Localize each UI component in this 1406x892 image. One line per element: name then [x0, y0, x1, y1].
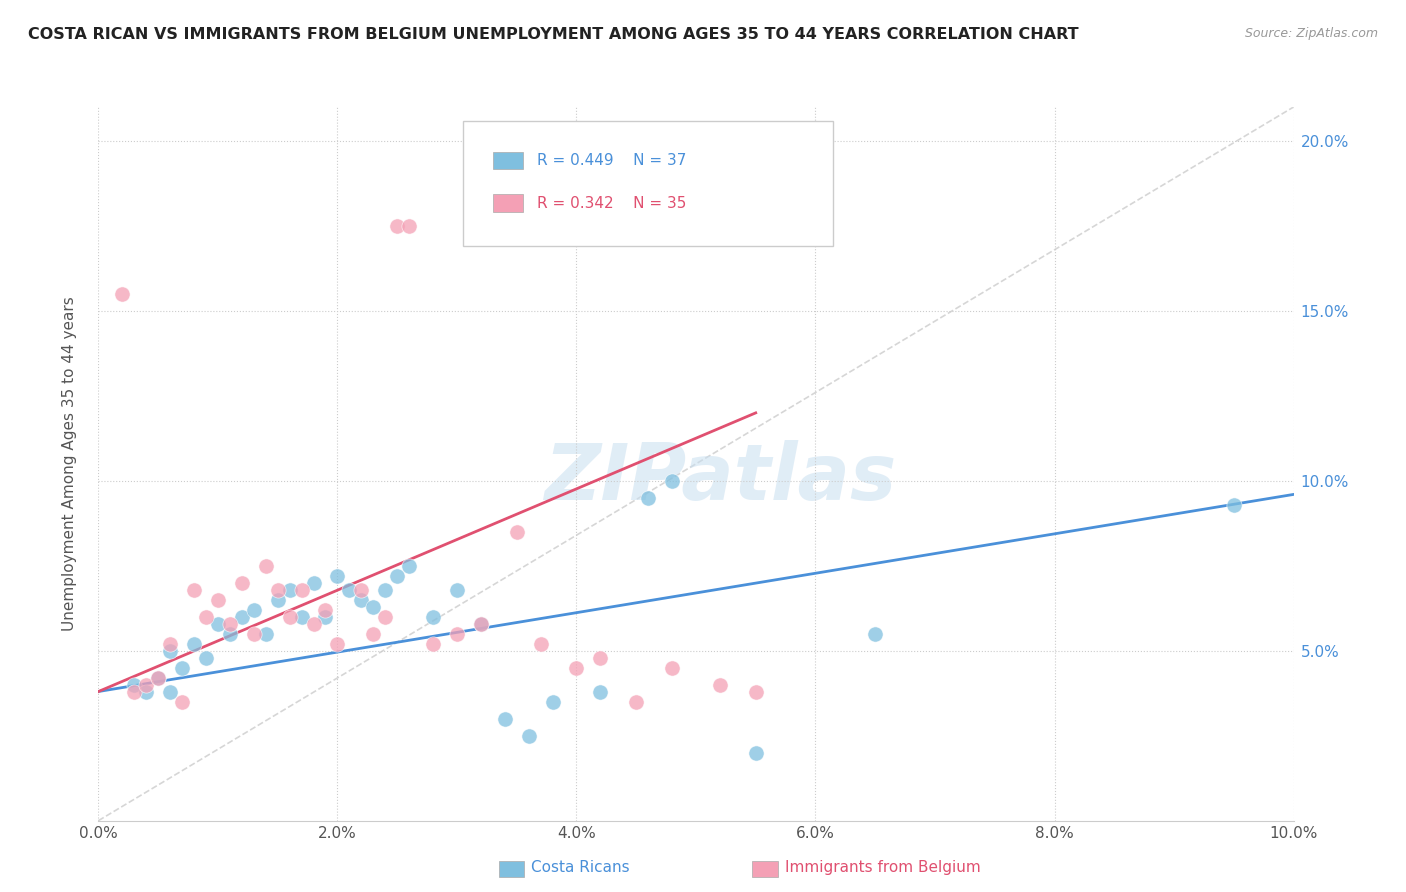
FancyBboxPatch shape: [494, 194, 523, 212]
Point: [124, 678, 146, 692]
Point: [243, 603, 266, 617]
Point: [243, 626, 266, 640]
Point: [422, 609, 444, 624]
Point: [385, 569, 409, 583]
Point: [745, 746, 768, 760]
Point: [398, 558, 420, 573]
Point: [565, 661, 588, 675]
Text: Source: ZipAtlas.com: Source: ZipAtlas.com: [1244, 27, 1378, 40]
Point: [326, 637, 349, 651]
Point: [374, 609, 396, 624]
Point: [363, 626, 385, 640]
Point: [661, 661, 683, 675]
Point: [350, 582, 373, 597]
Point: [148, 671, 170, 685]
Point: [398, 219, 420, 233]
Point: [865, 626, 887, 640]
Point: [159, 644, 181, 658]
Text: Immigrants from Belgium: Immigrants from Belgium: [785, 861, 980, 875]
Point: [517, 729, 540, 743]
Point: [111, 287, 134, 301]
Point: [1223, 498, 1246, 512]
Point: [422, 637, 444, 651]
Text: COSTA RICAN VS IMMIGRANTS FROM BELGIUM UNEMPLOYMENT AMONG AGES 35 TO 44 YEARS CO: COSTA RICAN VS IMMIGRANTS FROM BELGIUM U…: [28, 27, 1078, 42]
Text: R = 0.342    N = 35: R = 0.342 N = 35: [537, 196, 686, 211]
Point: [709, 678, 731, 692]
Point: [195, 609, 218, 624]
Point: [506, 524, 529, 539]
Point: [159, 684, 181, 698]
Point: [291, 609, 314, 624]
Point: [231, 575, 253, 590]
Point: [326, 569, 349, 583]
Point: [219, 626, 242, 640]
Text: ZIPatlas: ZIPatlas: [544, 440, 896, 516]
Point: [207, 616, 229, 631]
Point: [374, 582, 396, 597]
Point: [446, 582, 468, 597]
Point: [159, 637, 181, 651]
Point: [626, 695, 648, 709]
Point: [148, 671, 170, 685]
Point: [231, 609, 253, 624]
FancyBboxPatch shape: [463, 121, 834, 246]
Text: R = 0.449    N = 37: R = 0.449 N = 37: [537, 153, 686, 168]
FancyBboxPatch shape: [494, 152, 523, 169]
Point: [350, 592, 373, 607]
Point: [172, 695, 194, 709]
Point: [219, 616, 242, 631]
Text: Costa Ricans: Costa Ricans: [531, 861, 630, 875]
Point: [470, 616, 492, 631]
Point: [637, 491, 659, 505]
Point: [494, 712, 516, 726]
Point: [529, 637, 551, 651]
Point: [124, 684, 146, 698]
Point: [385, 219, 409, 233]
Point: [195, 650, 218, 665]
Point: [302, 616, 325, 631]
Point: [745, 684, 768, 698]
Point: [183, 637, 205, 651]
Point: [589, 684, 612, 698]
Point: [446, 626, 468, 640]
Point: [267, 592, 290, 607]
Point: [291, 582, 314, 597]
Point: [135, 678, 157, 692]
Point: [172, 661, 194, 675]
Point: [339, 582, 360, 597]
Y-axis label: Unemployment Among Ages 35 to 44 years: Unemployment Among Ages 35 to 44 years: [62, 296, 77, 632]
Point: [302, 575, 325, 590]
Point: [278, 582, 301, 597]
Point: [315, 609, 337, 624]
Point: [183, 582, 205, 597]
Point: [661, 474, 683, 488]
Point: [315, 603, 337, 617]
Point: [135, 684, 157, 698]
Point: [470, 616, 492, 631]
Point: [541, 695, 564, 709]
Point: [254, 558, 277, 573]
Point: [254, 626, 277, 640]
Point: [207, 592, 229, 607]
Point: [278, 609, 301, 624]
Point: [267, 582, 290, 597]
Point: [589, 650, 612, 665]
Point: [363, 599, 385, 614]
